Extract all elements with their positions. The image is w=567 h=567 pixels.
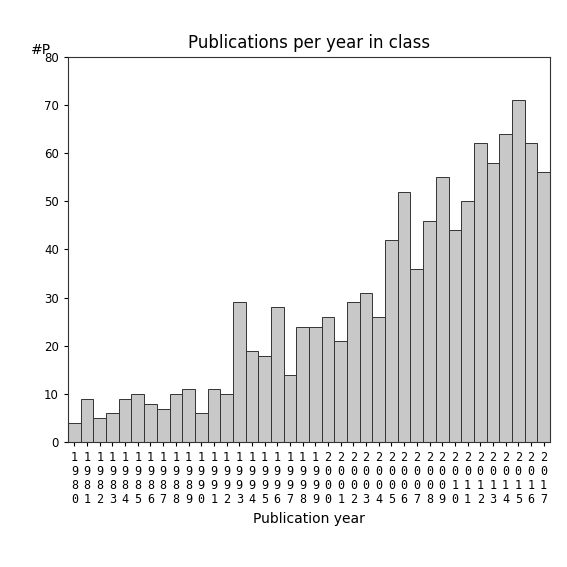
Bar <box>373 317 385 442</box>
Bar <box>182 389 195 442</box>
Bar <box>335 341 347 442</box>
Bar <box>297 327 309 442</box>
Bar <box>106 413 119 442</box>
Bar <box>259 356 271 442</box>
Bar <box>233 303 246 442</box>
Bar <box>411 269 423 442</box>
Y-axis label: #P: #P <box>31 43 52 57</box>
Bar <box>385 240 398 442</box>
Bar <box>347 303 359 442</box>
Bar <box>94 418 106 442</box>
Bar <box>524 143 538 442</box>
Bar <box>474 143 486 442</box>
Bar <box>132 394 144 442</box>
Bar <box>436 177 448 442</box>
Bar <box>246 350 259 442</box>
Bar <box>68 423 81 442</box>
Bar <box>398 192 411 442</box>
Bar <box>500 134 512 442</box>
Bar <box>512 100 524 442</box>
Bar <box>170 394 182 442</box>
Bar <box>195 413 208 442</box>
Bar <box>321 317 335 442</box>
Bar <box>359 293 373 442</box>
Title: Publications per year in class: Publications per year in class <box>188 35 430 52</box>
Bar <box>423 221 436 442</box>
Bar <box>220 394 233 442</box>
Bar <box>309 327 321 442</box>
Bar <box>486 163 500 442</box>
Bar <box>284 375 297 442</box>
Bar <box>81 399 94 442</box>
Bar <box>448 230 461 442</box>
Bar <box>119 399 132 442</box>
X-axis label: Publication year: Publication year <box>253 512 365 526</box>
Bar <box>271 307 284 442</box>
Bar <box>461 201 474 442</box>
Bar <box>208 389 220 442</box>
Bar <box>144 404 157 442</box>
Bar <box>538 172 550 442</box>
Bar <box>157 408 170 442</box>
